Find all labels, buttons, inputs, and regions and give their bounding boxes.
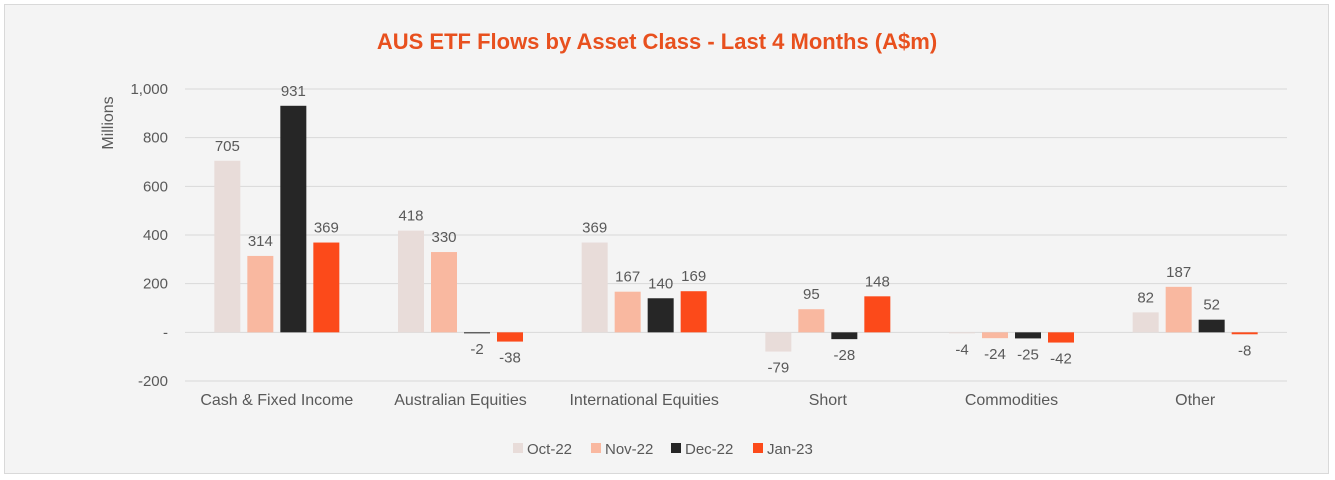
data-label: 705 (215, 138, 240, 155)
legend-swatch (671, 443, 681, 453)
data-label: -28 (833, 347, 855, 364)
legend-item: Oct-22 (513, 441, 572, 458)
data-label: -42 (1050, 351, 1072, 368)
legend-swatch (753, 443, 763, 453)
bar (765, 332, 792, 352)
bar (1015, 332, 1041, 339)
bar (398, 230, 424, 333)
gridlines (185, 88, 1287, 382)
bars (214, 105, 1258, 352)
data-label: 187 (1166, 264, 1191, 281)
bar (1048, 332, 1074, 343)
legend-label: Nov-22 (605, 441, 653, 458)
bar (864, 296, 891, 333)
category-label: International Equities (569, 392, 718, 409)
category-label: Short (809, 392, 848, 409)
bar (313, 242, 340, 333)
bar-chart: AUS ETF Flows by Asset Class - Last 4 Mo… (100, 29, 1287, 458)
legend-label: Oct-22 (527, 441, 572, 458)
y-tick-label: - (163, 324, 168, 341)
data-label: 167 (615, 269, 640, 286)
y-tick-label: 600 (143, 178, 168, 195)
data-label: -4 (955, 341, 968, 358)
bar (1231, 332, 1258, 335)
data-label: -25 (1017, 346, 1039, 363)
chart-frame: AUS ETF Flows by Asset Class - Last 4 Mo… (4, 4, 1329, 474)
bar (431, 252, 457, 333)
legend-label: Dec-22 (685, 441, 733, 458)
y-tick-label: 1,000 (130, 81, 168, 98)
legend-item: Jan-23 (753, 441, 813, 458)
y-axis-label: Millions (100, 96, 117, 149)
y-tick-label: -200 (138, 373, 168, 390)
y-tick-label: 400 (143, 227, 168, 244)
category-label: Commodities (965, 392, 1058, 409)
bar (1132, 312, 1159, 333)
data-label: 931 (281, 83, 306, 100)
category-label: Australian Equities (394, 392, 527, 409)
data-label: 148 (865, 273, 890, 290)
legend-swatch (513, 443, 523, 453)
bar (982, 332, 1008, 339)
bar (581, 242, 608, 333)
bar (831, 332, 858, 340)
y-tick-label: 200 (143, 276, 168, 293)
data-label: 140 (648, 275, 673, 292)
bar (247, 255, 274, 333)
chart-title: AUS ETF Flows by Asset Class - Last 4 Mo… (377, 29, 937, 54)
bar (1198, 319, 1225, 333)
category-label: Cash & Fixed Income (200, 392, 353, 409)
data-label: 314 (248, 233, 273, 250)
bar (214, 160, 241, 333)
legend-item: Dec-22 (671, 441, 733, 458)
category-label: Other (1175, 392, 1216, 409)
data-label: 95 (803, 286, 820, 303)
bar (798, 309, 825, 333)
data-label: -38 (499, 350, 521, 367)
bar (647, 298, 674, 333)
x-axis-categories: Cash & Fixed Income Australian Equities In… (200, 392, 1215, 409)
data-label: 418 (398, 208, 423, 225)
legend-label: Jan-23 (767, 441, 813, 458)
data-label: -24 (984, 346, 1006, 363)
legend-swatch (591, 443, 601, 453)
bar (497, 332, 523, 342)
data-label: 82 (1137, 289, 1154, 306)
data-label: -8 (1238, 342, 1251, 359)
data-label: 330 (431, 229, 456, 246)
bar (280, 105, 307, 333)
data-label: 52 (1203, 297, 1220, 314)
bar (614, 291, 641, 333)
data-label: 169 (681, 268, 706, 285)
bar (949, 332, 975, 334)
data-label: -2 (470, 341, 483, 358)
legend: Oct-22 Nov-22 Dec-22 Jan-23 (513, 441, 813, 458)
data-labels: 705 314 931 369 418 330 -2 -38 369 167 140 169 -79 95… (215, 83, 1252, 377)
data-label: 369 (314, 220, 339, 237)
data-label: 369 (582, 220, 607, 237)
bar (680, 291, 707, 333)
y-tick-label: 800 (143, 130, 168, 147)
bar (464, 332, 490, 334)
legend-item: Nov-22 (591, 441, 653, 458)
bar (1165, 286, 1192, 333)
data-label: -79 (767, 360, 789, 377)
